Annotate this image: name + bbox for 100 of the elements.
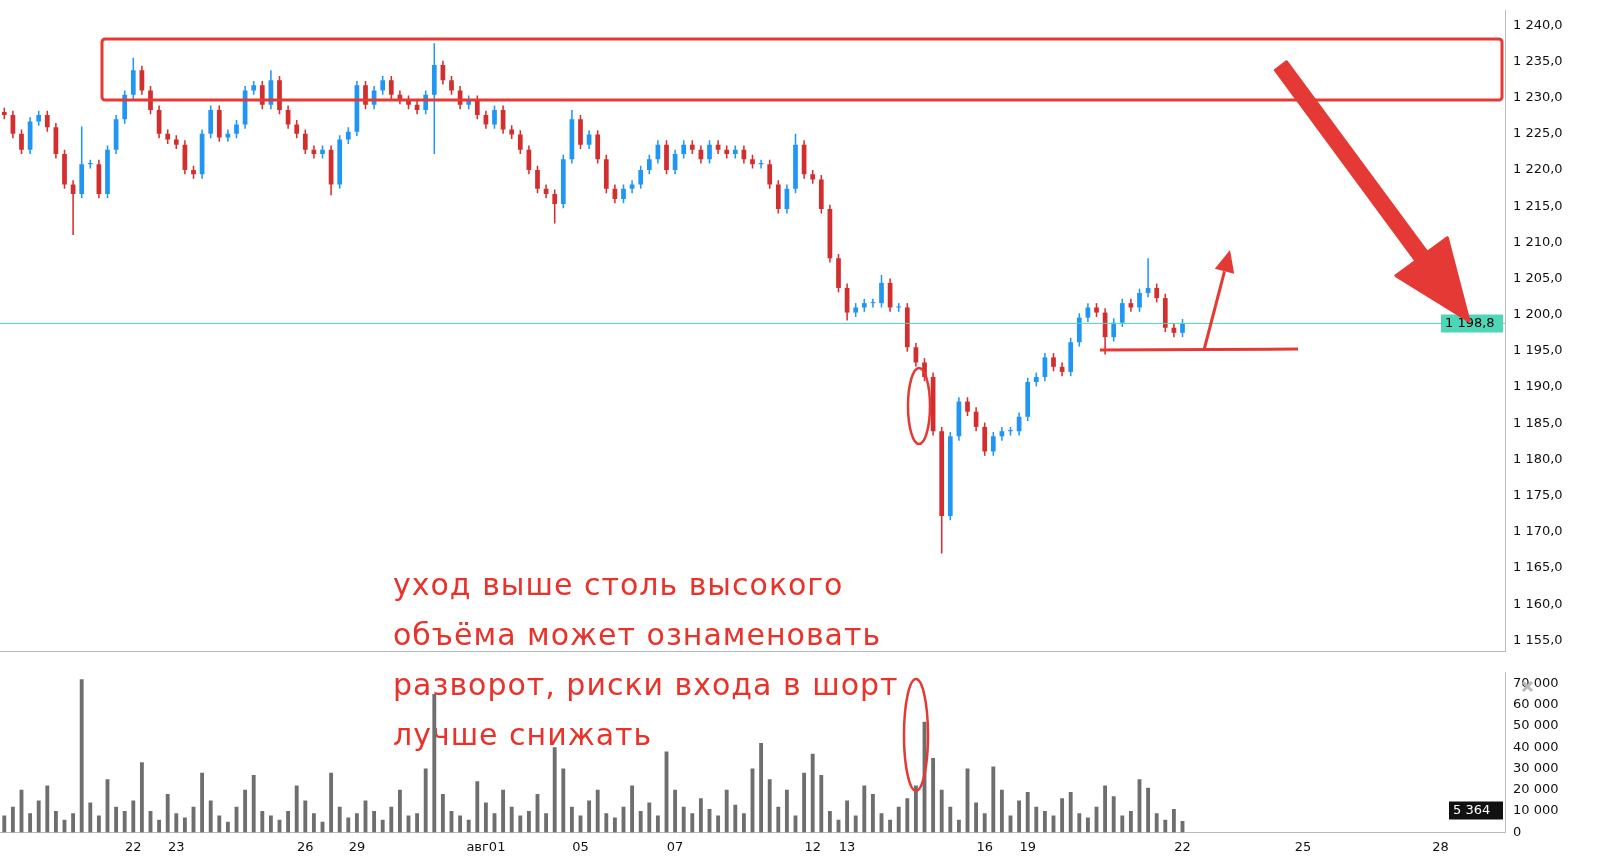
x-tick-label: 05 (572, 838, 589, 854)
bar (423, 768, 428, 833)
bar (28, 813, 33, 833)
bar (681, 806, 686, 833)
y-tick-label: 1 170,0 (1513, 523, 1563, 539)
bar (612, 817, 617, 833)
bar (483, 802, 488, 833)
bar (1154, 813, 1159, 833)
y-tick-label: 1 210,0 (1513, 233, 1563, 249)
x-tick-label: 19 (1019, 838, 1036, 854)
bar (888, 819, 893, 833)
bar (561, 768, 566, 833)
bar (36, 800, 41, 833)
y-tick-label: 1 155,0 (1513, 631, 1563, 647)
y-tick-label: 70 000 (1513, 674, 1559, 690)
bar (311, 813, 316, 833)
bar (1025, 791, 1030, 833)
bar (1128, 811, 1133, 833)
bar (243, 789, 248, 833)
bar (466, 819, 471, 833)
y-tick-label: 1 225,0 (1513, 125, 1563, 141)
bar (2, 815, 7, 833)
bar (397, 789, 402, 833)
bar (114, 806, 119, 833)
bar (655, 815, 660, 833)
bar (217, 815, 222, 833)
bar (337, 806, 342, 833)
bar (819, 774, 824, 833)
bar (827, 811, 832, 833)
bar (174, 813, 179, 833)
y-tick-label: 1 180,0 (1513, 450, 1563, 466)
bar (896, 806, 901, 833)
bar (845, 800, 850, 833)
bar (1085, 817, 1090, 833)
y-tick-label: 30 000 (1513, 759, 1559, 775)
bar (552, 747, 557, 833)
bar (724, 789, 729, 833)
y-tick-label: 1 215,0 (1513, 197, 1563, 213)
y-tick-label: 1 200,0 (1513, 306, 1563, 322)
y-tick-label: 20 000 (1513, 781, 1559, 797)
bar (999, 789, 1004, 833)
bar (458, 815, 463, 833)
bar (784, 789, 789, 833)
x-tick-label: 22 (125, 838, 142, 854)
bar (870, 794, 875, 833)
x-tick-label: 23 (168, 838, 185, 854)
x-tick-label: 13 (838, 838, 856, 854)
bar (501, 789, 506, 833)
y-tick-label: 0 (1513, 823, 1522, 839)
bar (905, 798, 910, 833)
bar (716, 815, 721, 833)
bar (544, 813, 549, 833)
x-tick-label: 25 (1294, 838, 1312, 854)
y-tick-label: 50 000 (1513, 717, 1559, 733)
x-tick-label: 12 (804, 838, 821, 854)
bar (294, 785, 299, 833)
bar (286, 811, 291, 833)
bar (122, 811, 127, 833)
y-tick-label: 1 220,0 (1513, 161, 1563, 177)
x-tick-label: 07 (666, 838, 684, 854)
bar (200, 772, 205, 833)
annotation: 5 364 (1453, 801, 1491, 817)
bar (604, 813, 609, 833)
bar (440, 794, 445, 833)
bar (526, 811, 531, 833)
bar (853, 815, 858, 833)
bar (165, 794, 170, 833)
bar (595, 789, 600, 833)
bar (346, 817, 351, 833)
bar (931, 757, 936, 833)
x-tick-label: 26 (297, 838, 314, 854)
y-tick-label: 1 240,0 (1513, 16, 1563, 32)
bar (260, 811, 265, 833)
bar (10, 806, 15, 833)
bar (389, 806, 394, 833)
bar (208, 800, 213, 833)
bar (415, 813, 420, 833)
bar (88, 802, 93, 833)
bar (225, 821, 230, 833)
bar (1034, 806, 1039, 833)
bar (45, 785, 50, 833)
bar (1146, 787, 1151, 833)
y-tick-label: 1 195,0 (1513, 342, 1563, 358)
ref-line-label: 1 198,8 (1445, 314, 1495, 330)
bar (79, 679, 84, 833)
bar (1042, 811, 1047, 833)
bar (182, 817, 187, 833)
bar (372, 811, 377, 833)
y-tick-label: 10 000 (1513, 802, 1559, 818)
bar (733, 804, 738, 833)
bar (810, 753, 815, 833)
bar (630, 785, 635, 833)
bar (982, 813, 987, 833)
bar (741, 813, 746, 833)
bar (380, 819, 385, 833)
bar (53, 811, 58, 833)
bar (690, 813, 695, 833)
x-tick-label: 28 (1432, 838, 1449, 854)
bar (71, 813, 76, 833)
bar (802, 772, 807, 833)
